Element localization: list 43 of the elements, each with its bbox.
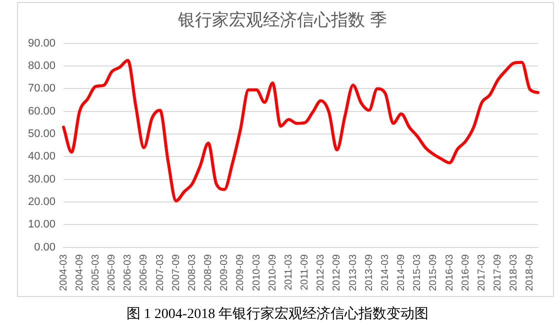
- x-tick-label: 2015-03: [412, 254, 424, 292]
- x-tick-label: 2012-09: [332, 254, 343, 292]
- x-tick-label: 2005-09: [106, 254, 118, 292]
- x-tick-label: 2013-09: [364, 254, 375, 292]
- x-tick-label: 2014-09: [396, 254, 408, 292]
- x-tick-label: 2011-03: [283, 254, 294, 290]
- y-tick-label: 20.00: [28, 196, 56, 208]
- x-tick-label: 2016-09: [460, 254, 472, 292]
- y-tick-label: 10.00: [28, 218, 56, 231]
- x-tick-label: 2007-09: [170, 254, 182, 292]
- y-tick-label: 50.00: [28, 128, 56, 140]
- y-tick-label: 90.00: [28, 37, 56, 50]
- y-tick-label: 70.00: [28, 82, 56, 95]
- x-tick-label: 2006-09: [138, 254, 150, 292]
- x-tick-label: 2011-09: [300, 254, 311, 290]
- x-tick-label: 2004-03: [58, 254, 70, 292]
- x-tick-label: 2006-03: [122, 254, 134, 292]
- x-tick-label: 2014-03: [380, 254, 391, 292]
- x-tick-label: 2004-09: [74, 254, 86, 292]
- x-tick-label: 2005-03: [90, 254, 102, 292]
- x-tick-label: 2016-03: [444, 254, 456, 292]
- x-tick-label: 2010-09: [267, 254, 278, 292]
- y-tick-label: 0.00: [34, 241, 56, 254]
- x-tick-label: 2015-09: [428, 254, 440, 292]
- x-tick-label: 2017-09: [492, 254, 504, 292]
- x-tick-label: 2018-03: [508, 254, 520, 292]
- y-tick-label: 60.00: [28, 105, 56, 118]
- x-tick-label: 2009-03: [219, 254, 230, 292]
- y-tick-label: 80.00: [28, 60, 56, 72]
- caption: 图 1 2004-2018 年银行家宏观经济信心指数变动图: [125, 305, 430, 323]
- x-tick-label: 2009-09: [235, 254, 246, 292]
- x-tick-label: 2013-03: [348, 254, 359, 292]
- x-tick-label: 2017-03: [476, 254, 488, 292]
- x-tick-label: 2010-03: [251, 254, 262, 292]
- y-tick-label: 30.00: [28, 173, 56, 186]
- y-tick-label: 40.00: [28, 150, 56, 163]
- x-tick-label: 2012-03: [316, 254, 327, 292]
- chart-title: 银行家宏观经济信心指数 季: [176, 10, 388, 31]
- x-tick-label: 2008-03: [186, 254, 198, 292]
- x-tick-label: 2008-09: [203, 254, 214, 292]
- x-tick-label: 2018-09: [524, 254, 536, 292]
- line-series: [62, 58, 540, 202]
- x-tick-label: 2007-03: [154, 254, 166, 292]
